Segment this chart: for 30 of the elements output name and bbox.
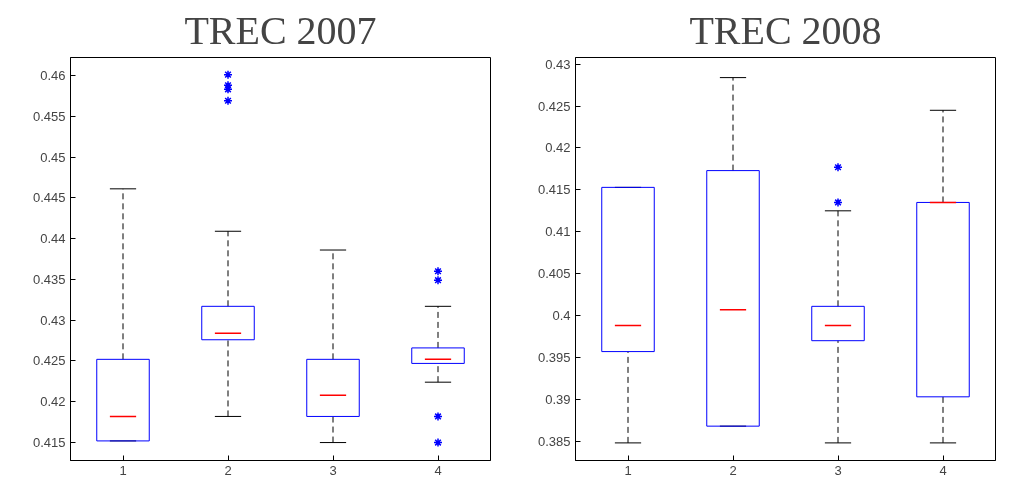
y-tick-label: 0.41: [545, 224, 571, 240]
x-tick-label: 2: [729, 462, 737, 478]
y-tick-label: 0.435: [32, 271, 66, 287]
y-tick-label: 0.42: [40, 394, 66, 410]
x-tick-label: 4: [434, 462, 442, 478]
y-tick-label: 0.46: [40, 67, 66, 83]
chart-title: TREC 2008: [689, 7, 882, 53]
y-tick-label: 0.42: [545, 140, 571, 156]
y-tick-label: 0.43: [545, 56, 571, 72]
y-tick-label: 0.45: [40, 149, 66, 165]
y-tick-label: 0.415: [32, 435, 66, 451]
y-tick-label: 0.455: [32, 108, 66, 124]
y-tick-label: 0.445: [32, 190, 66, 206]
chart-title: TREC 2007: [184, 7, 377, 53]
y-tick-label: 0.44: [40, 231, 66, 247]
x-tick-label: 1: [624, 462, 632, 478]
y-tick-label: 0.425: [537, 98, 571, 114]
y-tick-label: 0.405: [537, 266, 571, 282]
x-tick-label: 4: [939, 462, 947, 478]
y-tick-label: 0.425: [32, 353, 66, 369]
x-tick-label: 2: [224, 462, 232, 478]
y-tick-label: 0.395: [537, 349, 571, 365]
y-tick-label: 0.4: [552, 308, 571, 324]
x-tick-label: 3: [329, 462, 337, 478]
x-tick-label: 3: [834, 462, 842, 478]
y-tick-label: 0.43: [40, 312, 66, 328]
x-tick-label: 1: [119, 462, 127, 478]
y-tick-label: 0.415: [537, 182, 571, 198]
y-tick-label: 0.39: [545, 391, 571, 407]
y-tick-label: 0.385: [537, 433, 571, 449]
